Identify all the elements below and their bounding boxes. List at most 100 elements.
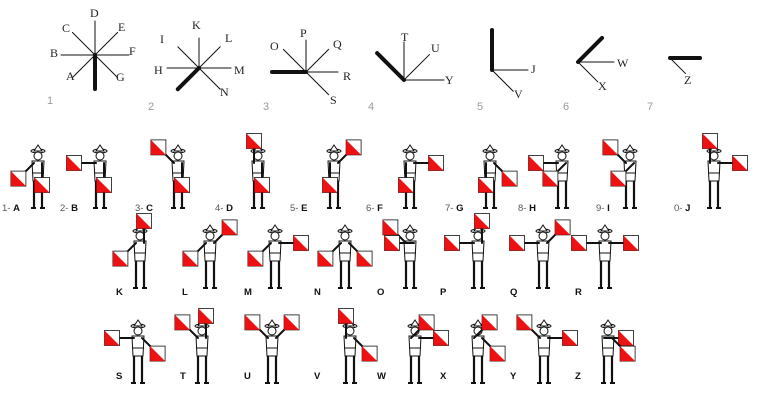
group-number: 3	[263, 101, 269, 113]
flag	[322, 177, 338, 193]
flag-red-half	[509, 235, 525, 251]
caption-w: W	[377, 371, 386, 382]
flag	[602, 139, 619, 156]
torso	[265, 335, 279, 357]
flag-red-half	[620, 346, 636, 362]
flag-red-half	[136, 213, 152, 229]
flag-red-half	[198, 308, 214, 324]
hat-crown	[557, 144, 567, 152]
head	[345, 326, 355, 336]
semaphore-figure-o: O	[377, 219, 418, 298]
direction-letter-f: F	[129, 44, 136, 58]
flag-red-half	[562, 330, 578, 346]
caption-o: O	[377, 287, 384, 298]
flag-red-half	[112, 251, 128, 267]
flag-red-half	[618, 330, 634, 346]
flag	[474, 213, 490, 229]
flag	[516, 314, 533, 331]
caption-h: 8- H	[518, 203, 536, 214]
flag	[150, 139, 167, 156]
flag-red-half	[602, 139, 618, 155]
caption-t: T	[180, 371, 186, 382]
caption-d: 4- D	[215, 203, 233, 214]
flag	[478, 177, 494, 193]
hand-spoke	[375, 51, 406, 82]
flag-red-half	[474, 213, 490, 229]
flag	[398, 177, 414, 193]
hat-crown	[173, 144, 183, 152]
direction-letter-m: M	[234, 63, 245, 77]
caption-number: 7-	[445, 203, 456, 214]
flag	[254, 177, 270, 193]
flag	[34, 177, 50, 193]
caption-l: L	[182, 287, 188, 298]
direction-diagram-3: P O Q RS 3	[263, 26, 351, 113]
direction-letter-t: T	[401, 30, 409, 44]
hat-crown	[267, 319, 277, 327]
hat-crown	[600, 224, 610, 232]
flag-red-half	[150, 346, 166, 362]
flag-red-half	[357, 251, 373, 267]
semaphore-figure-r: R	[571, 224, 639, 298]
semaphore-figure-u: U	[244, 314, 300, 384]
direction-letter-d: D	[90, 6, 99, 20]
caption-letter: Y	[510, 371, 517, 382]
head	[205, 231, 215, 241]
flag-red-half	[317, 251, 333, 267]
spoke-o	[282, 48, 307, 73]
direction-letter-l: L	[225, 31, 232, 45]
direction-letter-h: H	[154, 63, 163, 77]
semaphore-figure-b: 2- B	[60, 144, 112, 214]
hand-spoke	[175, 66, 201, 92]
flag	[317, 250, 334, 267]
spoke-a	[71, 54, 96, 79]
spoke-g	[94, 54, 119, 79]
semaphore-figure-m: M	[244, 224, 309, 298]
semaphore-figure-i: 9- I	[596, 139, 638, 214]
flag	[481, 314, 498, 331]
head	[625, 151, 635, 161]
flag-red-half	[247, 251, 263, 267]
caption-letter: Z	[575, 371, 581, 382]
direction-letter-b: B	[50, 46, 58, 60]
spoke-z	[669, 57, 687, 75]
flag-red-half	[322, 177, 338, 193]
flag-red-half	[346, 139, 362, 155]
caption-s: S	[116, 371, 122, 382]
flag-red-half	[623, 235, 639, 251]
flag-red-half	[482, 314, 498, 330]
flag-red-half	[610, 171, 626, 187]
head	[267, 326, 277, 336]
flag	[112, 250, 129, 267]
head	[197, 326, 207, 336]
spoke-c	[71, 31, 96, 56]
caption-p: P	[440, 287, 447, 298]
flag	[10, 170, 27, 187]
caption-letter: D	[226, 203, 233, 214]
hat-crown	[485, 144, 495, 152]
semaphore-figure-x: X	[440, 314, 506, 384]
head	[135, 231, 145, 241]
caption-r: R	[575, 287, 582, 298]
caption-n: N	[314, 287, 321, 298]
hat-crown	[33, 144, 43, 152]
caption-x: X	[440, 371, 447, 382]
direction-letter-e: E	[118, 20, 125, 34]
flag-red-half	[384, 235, 400, 251]
spoke-v	[491, 69, 514, 92]
caption-letter: A	[13, 203, 20, 214]
legs	[602, 356, 614, 382]
semaphore-figure-a: 1- A	[2, 144, 50, 214]
caption-letter: V	[314, 371, 321, 382]
flag-red-half	[246, 133, 262, 149]
caption-i: 9- I	[596, 203, 610, 214]
flag-red-half	[502, 171, 518, 187]
flag	[489, 345, 506, 362]
flag-red-half	[702, 133, 718, 149]
semaphore-figure-n: N	[314, 224, 373, 298]
semaphore-figure-q: Q	[509, 219, 571, 298]
caption-number: 4-	[215, 203, 226, 214]
flag	[702, 133, 718, 149]
head	[173, 151, 183, 161]
hat-crown	[603, 319, 613, 327]
